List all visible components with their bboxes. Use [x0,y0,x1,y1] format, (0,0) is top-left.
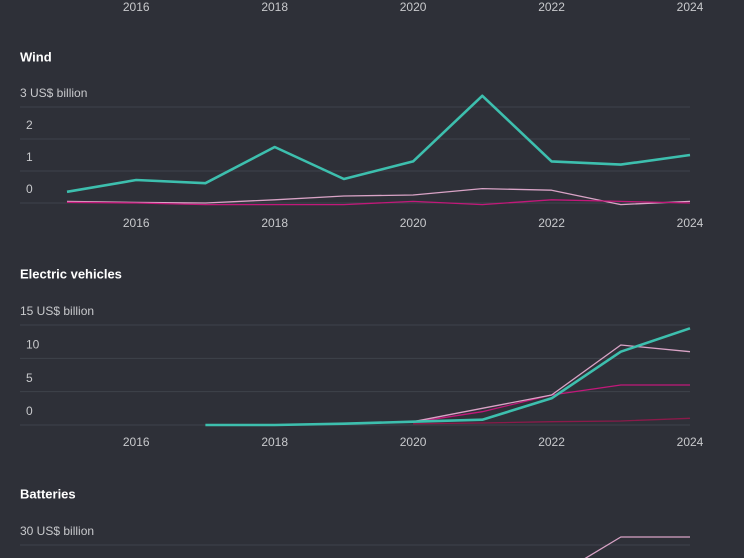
series-line [205,327,691,427]
x-tick-label: 2024 [677,216,704,230]
x-tick-label: 2024 [677,0,704,14]
series-line [66,187,691,206]
series-line [413,417,691,425]
x-tick-label: 2020 [400,435,427,449]
x-tick-label: 2016 [123,0,150,14]
chart-title: Batteries [20,486,76,501]
y-tick-label: 3 US$ billion [20,86,87,100]
y-tick-label: 10 [26,338,40,352]
chart-title: Electric vehicles [20,266,122,281]
x-tick-label: 2018 [261,216,288,230]
series-line [412,344,691,423]
x-tick-label: 2020 [400,216,427,230]
x-tick-label: 2022 [538,0,565,14]
series-line [584,536,690,558]
x-tick-label: 2016 [123,216,150,230]
series-line [66,199,691,206]
x-tick-label: 2018 [261,0,288,14]
y-tick-label: 15 US$ billion [20,304,94,318]
series-line [413,384,690,423]
x-tick-label: 2020 [400,0,427,14]
series-line [66,94,691,194]
chart-title: Wind [20,49,52,64]
x-tick-label: 2024 [677,435,704,449]
y-tick-label: 0 [26,404,33,418]
x-tick-label: 2022 [538,216,565,230]
y-tick-label: 5 [26,371,33,385]
y-tick-label: 2 [26,118,33,132]
x-tick-label: 2016 [123,435,150,449]
y-tick-label: 1 [26,150,33,164]
x-tick-label: 2018 [261,435,288,449]
y-tick-label: 0 [26,182,33,196]
x-tick-label: 2022 [538,435,565,449]
y-tick-label: 30 US$ billion [20,524,94,538]
